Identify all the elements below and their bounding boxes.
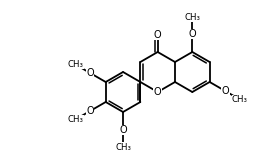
Text: CH₃: CH₃ — [68, 115, 83, 124]
Text: CH₃: CH₃ — [184, 13, 200, 22]
Text: O: O — [154, 30, 161, 40]
Text: CH₃: CH₃ — [68, 60, 83, 69]
Text: O: O — [86, 106, 94, 116]
Text: O: O — [154, 87, 161, 97]
Text: O: O — [188, 29, 196, 39]
Text: O: O — [119, 125, 127, 135]
Text: O: O — [86, 68, 94, 78]
Text: CH₃: CH₃ — [115, 143, 131, 152]
Text: O: O — [221, 86, 229, 96]
Text: CH₃: CH₃ — [232, 95, 248, 104]
